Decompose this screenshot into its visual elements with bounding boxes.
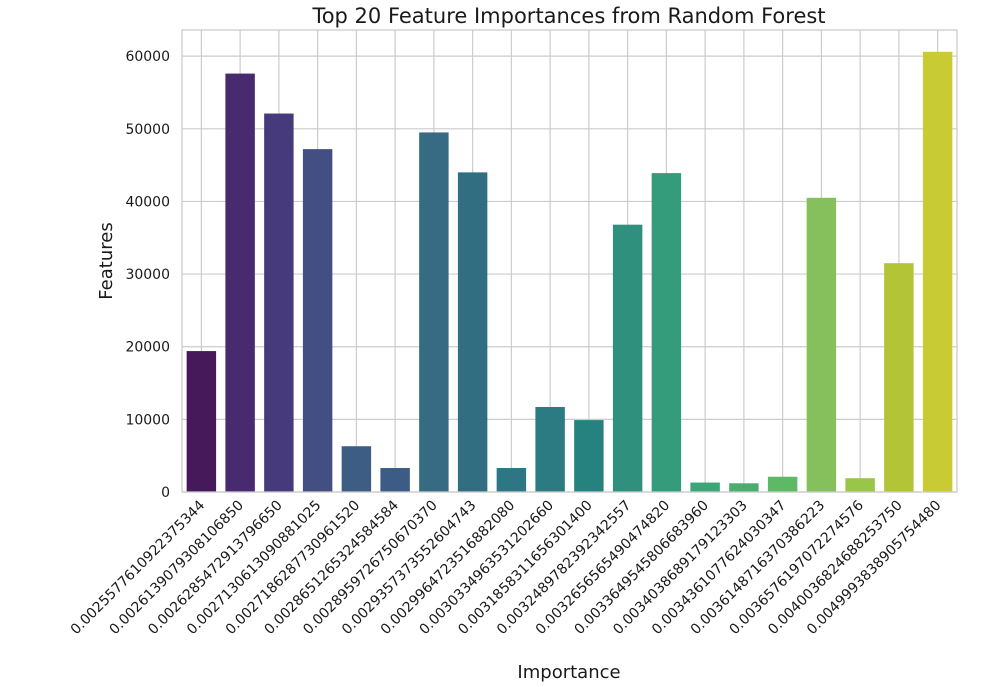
y-tick-label: 10000 <box>125 412 170 428</box>
bar <box>651 173 682 493</box>
bar <box>341 446 372 492</box>
bar <box>574 420 604 492</box>
y-tick-label: 40000 <box>125 194 170 210</box>
bar <box>264 113 294 493</box>
bar <box>186 351 217 492</box>
grid-lines <box>182 30 957 493</box>
chart-title: Top 20 Feature Importances from Random F… <box>311 4 825 28</box>
plot-frame <box>181 29 958 493</box>
y-tick-label: 60000 <box>125 49 170 65</box>
y-tick-label: 30000 <box>125 267 170 283</box>
bar <box>884 263 914 492</box>
bar <box>380 468 410 492</box>
x-axis-label: Importance <box>517 662 620 683</box>
bar <box>496 468 527 492</box>
bars <box>186 51 953 493</box>
y-tick-label: 50000 <box>125 122 170 138</box>
y-tick-label: 0 <box>161 485 170 501</box>
y-tick-label: 20000 <box>125 340 170 356</box>
bar <box>767 476 798 492</box>
bar <box>419 132 449 492</box>
bar <box>535 407 565 492</box>
y-axis-label: Features <box>96 222 117 299</box>
x-tick-labels: 0.00255776109223753440.00261390793081068… <box>68 497 945 637</box>
bar <box>806 197 837 492</box>
bar <box>225 73 255 493</box>
bar <box>845 478 875 492</box>
bar <box>612 224 643 492</box>
bar <box>457 172 488 492</box>
bar <box>922 51 953 493</box>
bar <box>729 483 759 492</box>
bar <box>302 149 333 492</box>
y-tick-labels: 0 10000 20000 30000 40000 50000 60000 <box>125 49 170 501</box>
bar <box>690 482 720 492</box>
